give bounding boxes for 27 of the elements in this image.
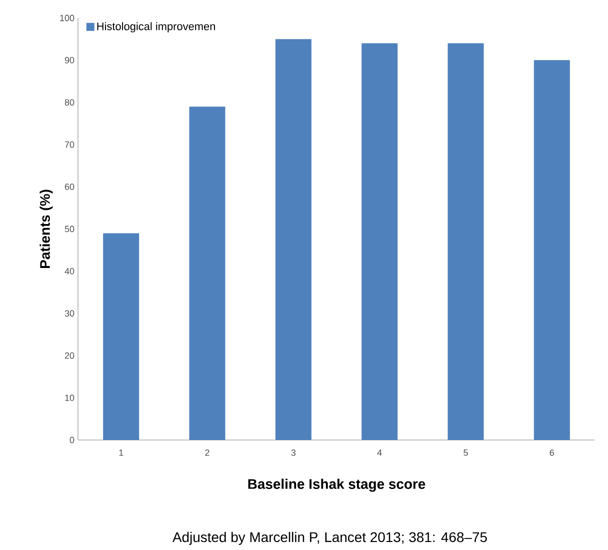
text: Adjusted by Marcellin P, Lancet 2013; 381: 468–75 [172,532,487,545]
y-tick-label: 90 [64,57,74,64]
y-tick-label: 10 [65,394,74,401]
x-axis-title: Baseline Ishak stage score [248,478,426,492]
y-tick-label: 70 [64,141,74,148]
y-tick-label: 80 [64,99,74,106]
bar [362,43,398,440]
bar [275,39,312,440]
x-tick-label: 4 [377,450,382,456]
x-tick-label: 2 [205,450,210,456]
y-tick-label: 20 [64,352,74,359]
x-tick-label: 1 [119,450,124,456]
x-tick-label: 5 [464,450,468,456]
bar [534,60,570,440]
bar [103,233,140,440]
y-tick-label: 60 [64,184,74,190]
y-tick-label: 50 [64,226,74,232]
legend-label: Histological improvemen [97,22,215,32]
y-tick-label: 0 [70,436,74,444]
y-axis-title: Patients (%) [40,190,53,268]
bar [448,43,484,440]
x-tick-label: 3 [291,450,296,456]
x-tick-label: 6 [550,450,554,456]
bar [189,106,226,440]
y-tick-label: 40 [64,268,74,274]
y-tick-label: 100 [60,14,74,22]
y-tick-label: 30 [64,310,74,317]
